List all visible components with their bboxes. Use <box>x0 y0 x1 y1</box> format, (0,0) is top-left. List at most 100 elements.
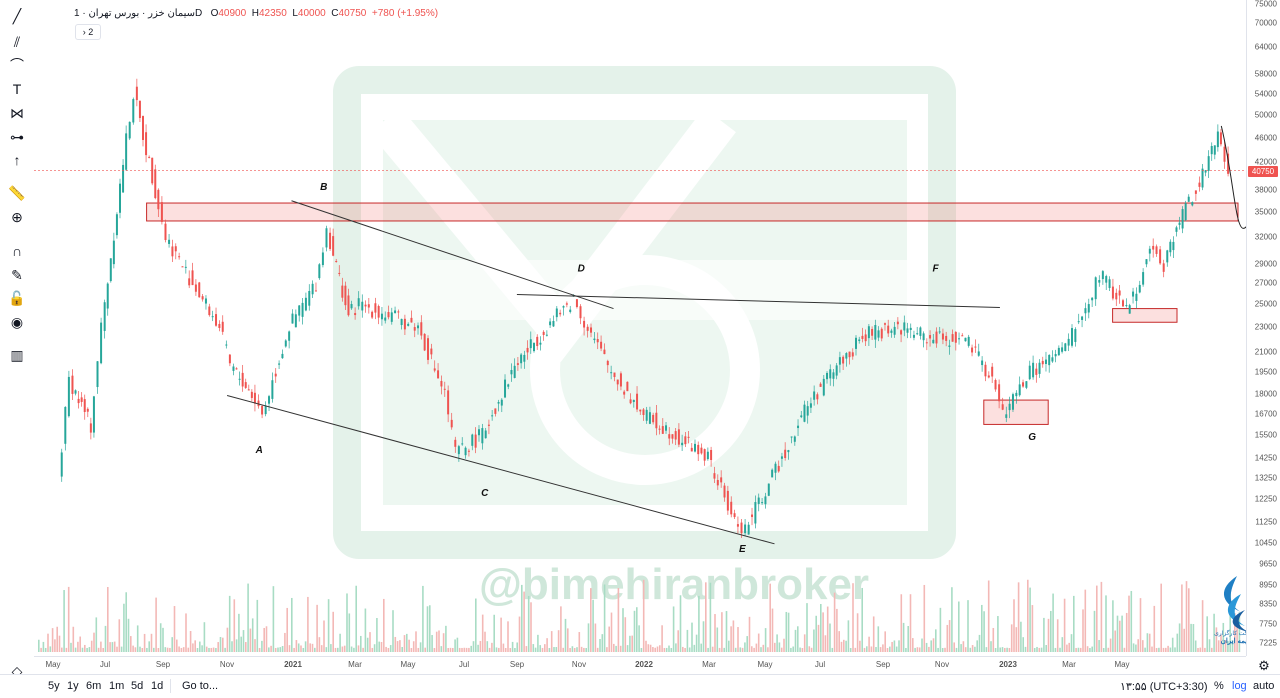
annotation-label-c[interactable]: C <box>481 488 489 499</box>
range-6m-button[interactable]: 6m <box>86 680 102 692</box>
volume-bar <box>215 647 217 652</box>
candle-body <box>304 297 307 311</box>
eye-icon[interactable]: ◉ <box>10 313 24 330</box>
measure-tools-icon[interactable]: ⊶ <box>10 128 24 145</box>
current-price-tag: 40750 <box>1248 165 1278 177</box>
volume-bar <box>74 647 77 652</box>
lock-pencil-icon[interactable]: ✎ <box>11 266 23 283</box>
horizontal-neckline[interactable] <box>516 294 1000 308</box>
price-chart[interactable]: A B C D E F G <box>34 0 1246 656</box>
annotation-label-d[interactable]: D <box>578 263 585 274</box>
volume-bar <box>254 639 256 652</box>
zoom-in-icon[interactable]: ⊕ <box>11 208 23 225</box>
legend-change: +780 (+1.95%) <box>371 8 439 19</box>
volume-bar <box>1075 647 1077 652</box>
arrow-up-icon[interactable]: ↑ <box>13 152 21 168</box>
candle-body <box>829 369 832 379</box>
volume-bar <box>369 632 371 652</box>
candle-body <box>632 399 635 403</box>
indicators-collapse-button[interactable]: › 2 <box>75 24 101 40</box>
annotation-label-f[interactable]: F <box>932 263 939 274</box>
price-axis-label: 21000 <box>1254 347 1277 357</box>
volume-bar <box>941 647 944 652</box>
volume-bar <box>387 647 390 652</box>
volume-bar <box>571 646 574 652</box>
feb-zone[interactable] <box>1112 308 1178 323</box>
range-5d-button[interactable]: 5d <box>131 680 144 692</box>
volume-bar <box>723 647 725 652</box>
text-icon[interactable]: T <box>12 81 22 97</box>
volume-bar <box>452 647 454 652</box>
ruler-icon[interactable]: 📏 <box>8 184 26 201</box>
forecast-arrow[interactable] <box>1220 125 1246 229</box>
pitchfork-icon[interactable]: ⫽ <box>13 33 21 50</box>
magnet-icon[interactable]: ∩ <box>11 243 23 259</box>
g-zone[interactable] <box>983 399 1049 425</box>
annotation-label-g[interactable]: G <box>1028 432 1036 443</box>
candle-body <box>507 384 510 387</box>
unlock-icon[interactable]: 🔓 <box>8 289 26 306</box>
volume-bar <box>1181 584 1183 652</box>
percent-scale-button[interactable]: % <box>1214 680 1224 692</box>
candle-body <box>593 338 596 341</box>
goto-button[interactable]: Go to... <box>182 680 219 692</box>
volume-bar <box>891 641 893 652</box>
annotation-label-b[interactable]: B <box>320 182 327 193</box>
volume-bar <box>159 623 162 652</box>
volume-bar <box>481 614 484 652</box>
candle-body <box>1067 338 1070 346</box>
volume-bar <box>997 616 999 652</box>
candle-body <box>132 99 135 123</box>
candle-body <box>454 439 457 447</box>
clock-timezone[interactable]: ۱۳:۵۵ (UTC+3:30) <box>1120 681 1208 693</box>
candle-body <box>211 316 214 318</box>
candle-body <box>427 338 430 360</box>
volume-bar <box>484 631 486 652</box>
pattern-icon[interactable]: ⋈ <box>10 104 24 121</box>
volume-bar <box>509 647 512 652</box>
legend-symbol[interactable]: سیمان خزر <box>148 8 196 19</box>
volume-bar <box>272 586 275 652</box>
candle-body <box>1101 271 1104 280</box>
layers-icon[interactable]: ◇ <box>11 662 23 679</box>
range-1y-button[interactable]: 1y <box>67 680 79 692</box>
volume-bar <box>350 646 353 652</box>
annotation-label-e[interactable]: E <box>739 544 746 555</box>
upper-trendline[interactable] <box>291 200 614 310</box>
range-1m-button[interactable]: 1m <box>109 680 125 692</box>
chart-pane[interactable]: @bimehiranbroker A B C D E F G سیمان خزر · بور… <box>34 0 1246 656</box>
range-1d-button[interactable]: 1d <box>151 680 164 692</box>
resistance-zone[interactable] <box>146 202 1239 222</box>
time-axis[interactable]: May Jul Sep Nov 2021 Mar May Jul Sep Nov 2022 Mar Ma… <box>34 656 1246 675</box>
volume-bar <box>978 634 981 652</box>
legend-interval[interactable]: 1D <box>74 8 203 19</box>
candle-body <box>215 314 218 326</box>
volume-bar <box>1137 639 1139 652</box>
path-icon[interactable]: ⌒ <box>10 57 24 73</box>
trash-icon[interactable]: ▥ <box>10 346 24 363</box>
volume-bar <box>948 620 951 652</box>
annotation-label-a[interactable]: A <box>255 445 263 456</box>
volume-bar <box>1224 640 1227 652</box>
candle-body <box>64 406 67 444</box>
volume-bar <box>415 631 417 652</box>
candle-body <box>1187 196 1190 202</box>
price-axis[interactable]: 75000 70000 64000 58000 54000 50000 46000 42000… <box>1246 0 1280 656</box>
candle-body <box>590 327 593 333</box>
settings-gear-icon[interactable]: ⚙ <box>1258 658 1270 673</box>
auto-scale-button[interactable]: auto <box>1253 680 1275 692</box>
volume-bar <box>686 629 689 652</box>
trend-line-icon[interactable]: ╱ <box>12 7 22 24</box>
candle-body <box>661 426 664 434</box>
volume-bar <box>1050 610 1052 652</box>
candle-body <box>569 309 572 312</box>
candle-body <box>1125 305 1128 307</box>
lower-trendline[interactable] <box>226 394 775 545</box>
range-5y-button[interactable]: 5y <box>48 680 60 692</box>
volume-bar <box>470 645 472 652</box>
candle-body <box>138 100 141 119</box>
volume-bar <box>1066 644 1068 652</box>
candle-body <box>967 336 970 346</box>
volume-bar <box>511 641 514 652</box>
log-scale-button[interactable]: log <box>1232 680 1247 692</box>
